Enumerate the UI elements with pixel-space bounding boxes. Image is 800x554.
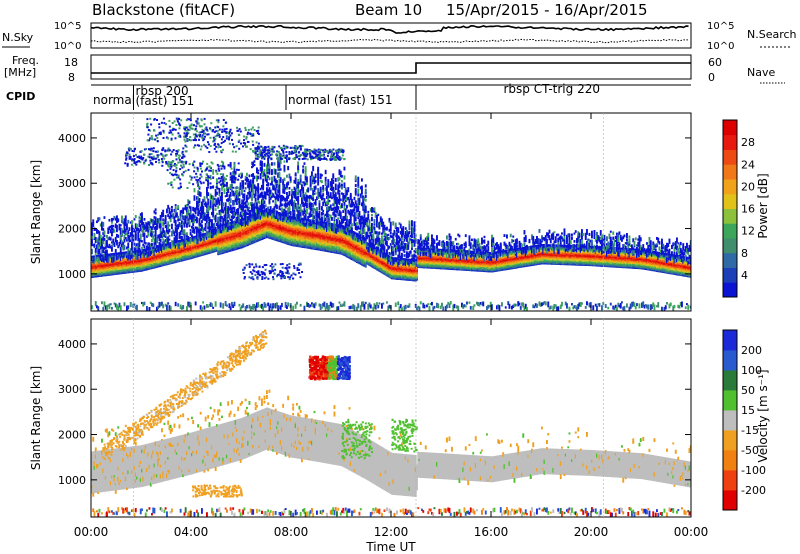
noise-left-tick-top: 10^5 — [54, 21, 81, 32]
cpid-label-line2: (fast) 151 — [136, 94, 195, 108]
nsearch-series — [91, 39, 689, 42]
velocity-panel-ticks: 1000 2000 3000 4000 — [58, 319, 691, 517]
colorbar-swatch — [723, 135, 737, 150]
colorbar-tick-label: 24 — [741, 158, 755, 171]
colorbar-tick-label: 8 — [741, 247, 748, 260]
velocity-colorbar-label: Velocity [m s⁻¹] — [756, 369, 770, 462]
nsky-series — [91, 26, 689, 33]
x-tick-label: 00:00 — [674, 525, 709, 539]
colorbar-tick-label: 20 — [741, 180, 755, 193]
colorbar-swatch — [723, 390, 737, 410]
power-ylabel: Slant Range [km] — [29, 160, 43, 264]
noise-right-tick-bottom: 10^0 — [707, 41, 734, 52]
y-tick-label: 2000 — [58, 429, 86, 442]
y-tick-label: 1000 — [58, 268, 86, 281]
y-tick-label: 3000 — [58, 177, 86, 190]
x-axis-label: Time UT — [365, 540, 416, 554]
x-tick-label: 12:00 — [374, 525, 409, 539]
colorbar-swatch — [723, 282, 737, 297]
nsky-label: N.Sky — [2, 31, 34, 44]
velocity-ylabel: Slant Range [km] — [29, 366, 43, 470]
colorbar-tick-label: 28 — [741, 136, 755, 149]
colorbar-swatch — [723, 410, 737, 430]
colorbar-swatch — [723, 450, 737, 470]
y-tick-label: 4000 — [58, 338, 86, 351]
y-tick-label: 2000 — [58, 223, 86, 236]
freq-series — [91, 63, 691, 73]
cpid-label: normal — [93, 93, 135, 107]
nave-tick-top: 60 — [708, 56, 722, 69]
beam-label: Beam 10 — [355, 1, 422, 19]
colorbar-tick-label: 200 — [741, 344, 762, 357]
colorbar-swatch — [723, 120, 737, 135]
colorbar-swatch — [723, 268, 737, 283]
colorbar-tick-label: -100 — [741, 464, 766, 477]
x-tick-label: 04:00 — [174, 525, 209, 539]
noise-panel — [91, 23, 691, 48]
noise-right-tick-top: 10^5 — [707, 21, 734, 32]
colorbar-swatch — [723, 370, 737, 390]
nsearch-label: N.Search — [747, 28, 797, 41]
noise-left-tick-bottom: 10^0 — [54, 41, 81, 52]
colorbar-swatch — [723, 194, 737, 209]
nave-tick-bottom: 0 — [708, 71, 715, 84]
colorbar-tick-label: 12 — [741, 225, 755, 238]
colorbar-tick-label: 50 — [741, 384, 755, 397]
station-title: Blackstone (fitACF) — [92, 1, 235, 19]
colorbar-swatch — [723, 330, 737, 350]
freq-unit-label: [MHz] — [4, 66, 36, 79]
freq-panel — [91, 55, 691, 79]
colorbar-tick-label: 4 — [741, 269, 748, 282]
x-tick-label: 00:00 — [74, 525, 109, 539]
colorbar-swatch — [723, 238, 737, 253]
colorbar-swatch — [723, 209, 737, 224]
colorbar-swatch — [723, 150, 737, 165]
velocity-panel-data — [91, 330, 692, 519]
x-tick-label: 16:00 — [474, 525, 509, 539]
cpid-label: rbsp CT-trig 220 — [504, 82, 600, 96]
y-tick-label: 4000 — [58, 132, 86, 145]
y-tick-label: 3000 — [58, 383, 86, 396]
colorbar-swatch — [723, 350, 737, 370]
colorbar-swatch — [723, 223, 737, 238]
y-tick-label: 1000 — [58, 474, 86, 487]
x-tick-label: 08:00 — [274, 525, 309, 539]
x-tick-label: 20:00 — [574, 525, 609, 539]
colorbar-swatch — [723, 470, 737, 490]
nave-label: Nave — [747, 66, 775, 79]
date-range: 15/Apr/2015 - 16/Apr/2015 — [446, 1, 648, 19]
power-colorbar: 28 24 20 16 12 8 4 — [723, 120, 755, 298]
colorbar-swatch — [723, 179, 737, 194]
colorbar-swatch — [723, 430, 737, 450]
colorbar-tick-label: -200 — [741, 484, 766, 497]
colorbar-swatch — [723, 490, 737, 510]
colorbar-tick-label: 15 — [741, 404, 755, 417]
cpid-label: normal (fast) 151 — [288, 93, 392, 107]
power-colorbar-label: Power [dB] — [756, 173, 770, 238]
colorbar-swatch — [723, 164, 737, 179]
cpid-label: CPID — [6, 90, 35, 103]
x-tick-labels: 00:00 04:00 08:00 12:00 16:00 20:00 00:00 — [74, 525, 709, 539]
colorbar-tick-label: 16 — [741, 203, 755, 216]
colorbar-swatch — [723, 253, 737, 268]
freq-tick-top: 18 — [64, 56, 78, 69]
power-panel-data — [91, 118, 692, 313]
freq-tick-bottom: 8 — [68, 71, 75, 84]
